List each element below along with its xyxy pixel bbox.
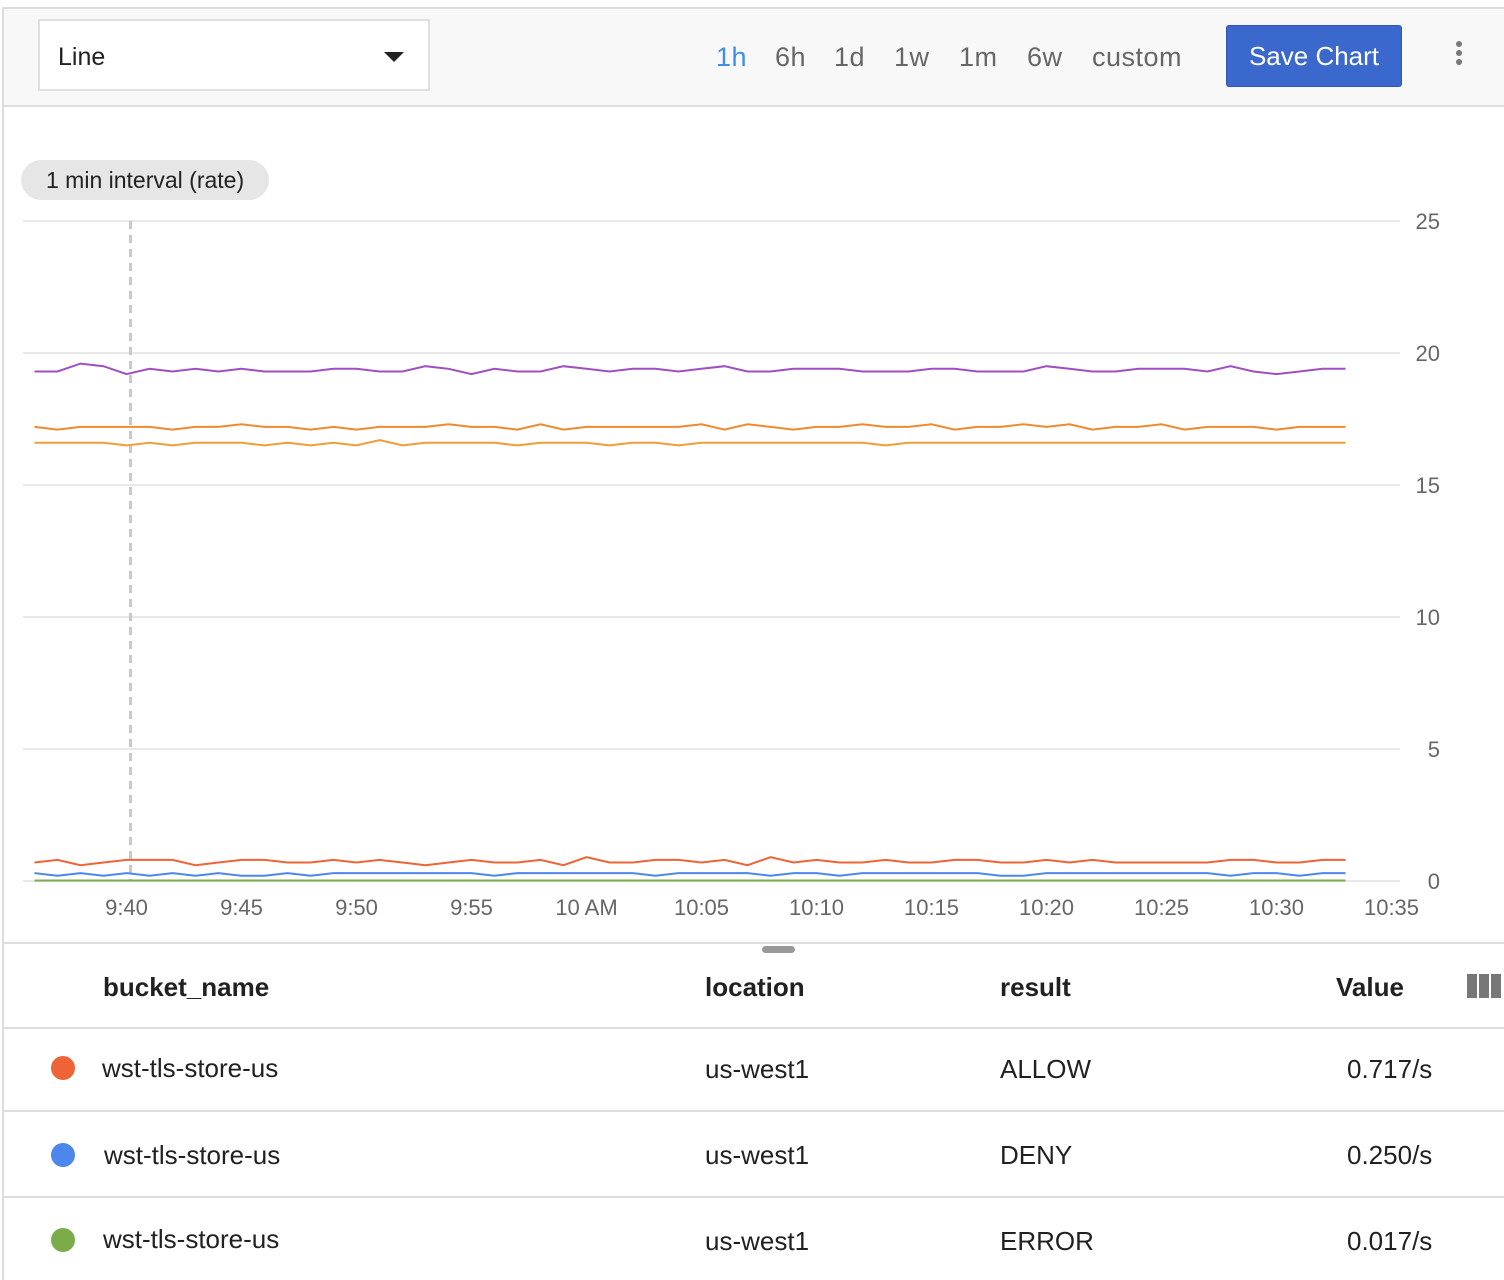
more-vert-icon[interactable] <box>1454 41 1464 68</box>
y-tick-label: 25 <box>1416 209 1440 234</box>
row-divider <box>2 1110 1504 1112</box>
header-location[interactable]: location <box>705 972 805 1002</box>
series-color-dot <box>51 1143 75 1167</box>
cell-result: DENY <box>1000 1140 1073 1170</box>
y-tick-label: 5 <box>1428 737 1440 762</box>
series-line-1 <box>34 362 1346 376</box>
series-color-dot <box>51 1228 75 1252</box>
range-6w[interactable]: 6w <box>1027 42 1063 72</box>
dropdown-caret-icon <box>384 52 404 62</box>
range-1d[interactable]: 1d <box>834 42 866 72</box>
x-tick-label: 10 AM <box>555 895 617 920</box>
cell-bucket-name: wst-tls-store-us <box>102 1053 279 1083</box>
cell-location: us-west1 <box>705 1140 810 1170</box>
series-line-5 <box>34 872 1346 877</box>
line-chart[interactable]: 0 5 10 15 20 25 9:40 9:45 9:50 9:55 10 AM 10:05 10:1… <box>0 200 1504 940</box>
chart-type-value: Line <box>58 43 106 71</box>
chart-toolbar: Line 1h 6h 1d 1w 1m 6w custom Save Chart <box>2 7 1504 107</box>
x-tick-label: 10:10 <box>789 895 844 920</box>
y-tick-label: 10 <box>1416 605 1440 630</box>
row-divider <box>2 1027 1504 1029</box>
x-tick-label: 9:55 <box>450 895 493 920</box>
chart-type-select[interactable]: Line <box>38 19 430 91</box>
column-picker-icon[interactable] <box>1467 974 1501 998</box>
series-line-2 <box>34 423 1346 431</box>
header-value[interactable]: Value <box>1336 972 1404 1002</box>
header-bucket-name[interactable]: bucket_name <box>103 972 270 1002</box>
row-divider <box>2 1196 1504 1198</box>
y-tick-label: 0 <box>1428 869 1440 894</box>
range-1m[interactable]: 1m <box>959 42 998 72</box>
range-6h[interactable]: 6h <box>775 42 807 72</box>
cell-bucket-name: wst-tls-store-us <box>103 1224 280 1254</box>
resize-handle[interactable] <box>762 946 795 953</box>
left-border <box>2 104 4 1280</box>
cell-result: ALLOW <box>1000 1054 1092 1084</box>
cell-location: us-west1 <box>705 1054 810 1084</box>
cell-bucket-name: wst-tls-store-us <box>104 1140 281 1170</box>
cell-value: 0.717/s <box>1347 1054 1433 1084</box>
interval-chip: 1 min interval (rate) <box>21 160 270 200</box>
y-tick-label: 20 <box>1416 341 1440 366</box>
x-tick-label: 10:35 <box>1364 895 1419 920</box>
cell-value: 0.017/s <box>1347 1226 1433 1256</box>
range-1w[interactable]: 1w <box>894 42 930 72</box>
range-1h[interactable]: 1h <box>716 42 748 72</box>
x-tick-label: 10:30 <box>1249 895 1304 920</box>
x-tick-label: 10:05 <box>674 895 729 920</box>
x-tick-label: 9:50 <box>335 895 378 920</box>
cell-result: ERROR <box>1000 1226 1094 1256</box>
x-tick-label: 9:45 <box>220 895 263 920</box>
save-chart-button[interactable]: Save Chart <box>1226 25 1402 87</box>
x-tick-label: 9:40 <box>105 895 148 920</box>
x-tick-label: 10:15 <box>904 895 959 920</box>
header-result[interactable]: result <box>1000 972 1071 1002</box>
series-line-4 <box>34 856 1346 867</box>
cell-location: us-west1 <box>705 1226 810 1256</box>
y-tick-label: 15 <box>1416 473 1440 498</box>
range-custom[interactable]: custom <box>1092 42 1183 72</box>
cell-value: 0.250/s <box>1347 1140 1433 1170</box>
series-line-3 <box>34 439 1346 447</box>
chart-table-divider <box>2 942 1504 944</box>
series-color-dot <box>51 1056 75 1080</box>
x-tick-label: 10:20 <box>1019 895 1074 920</box>
x-tick-label: 10:25 <box>1134 895 1189 920</box>
